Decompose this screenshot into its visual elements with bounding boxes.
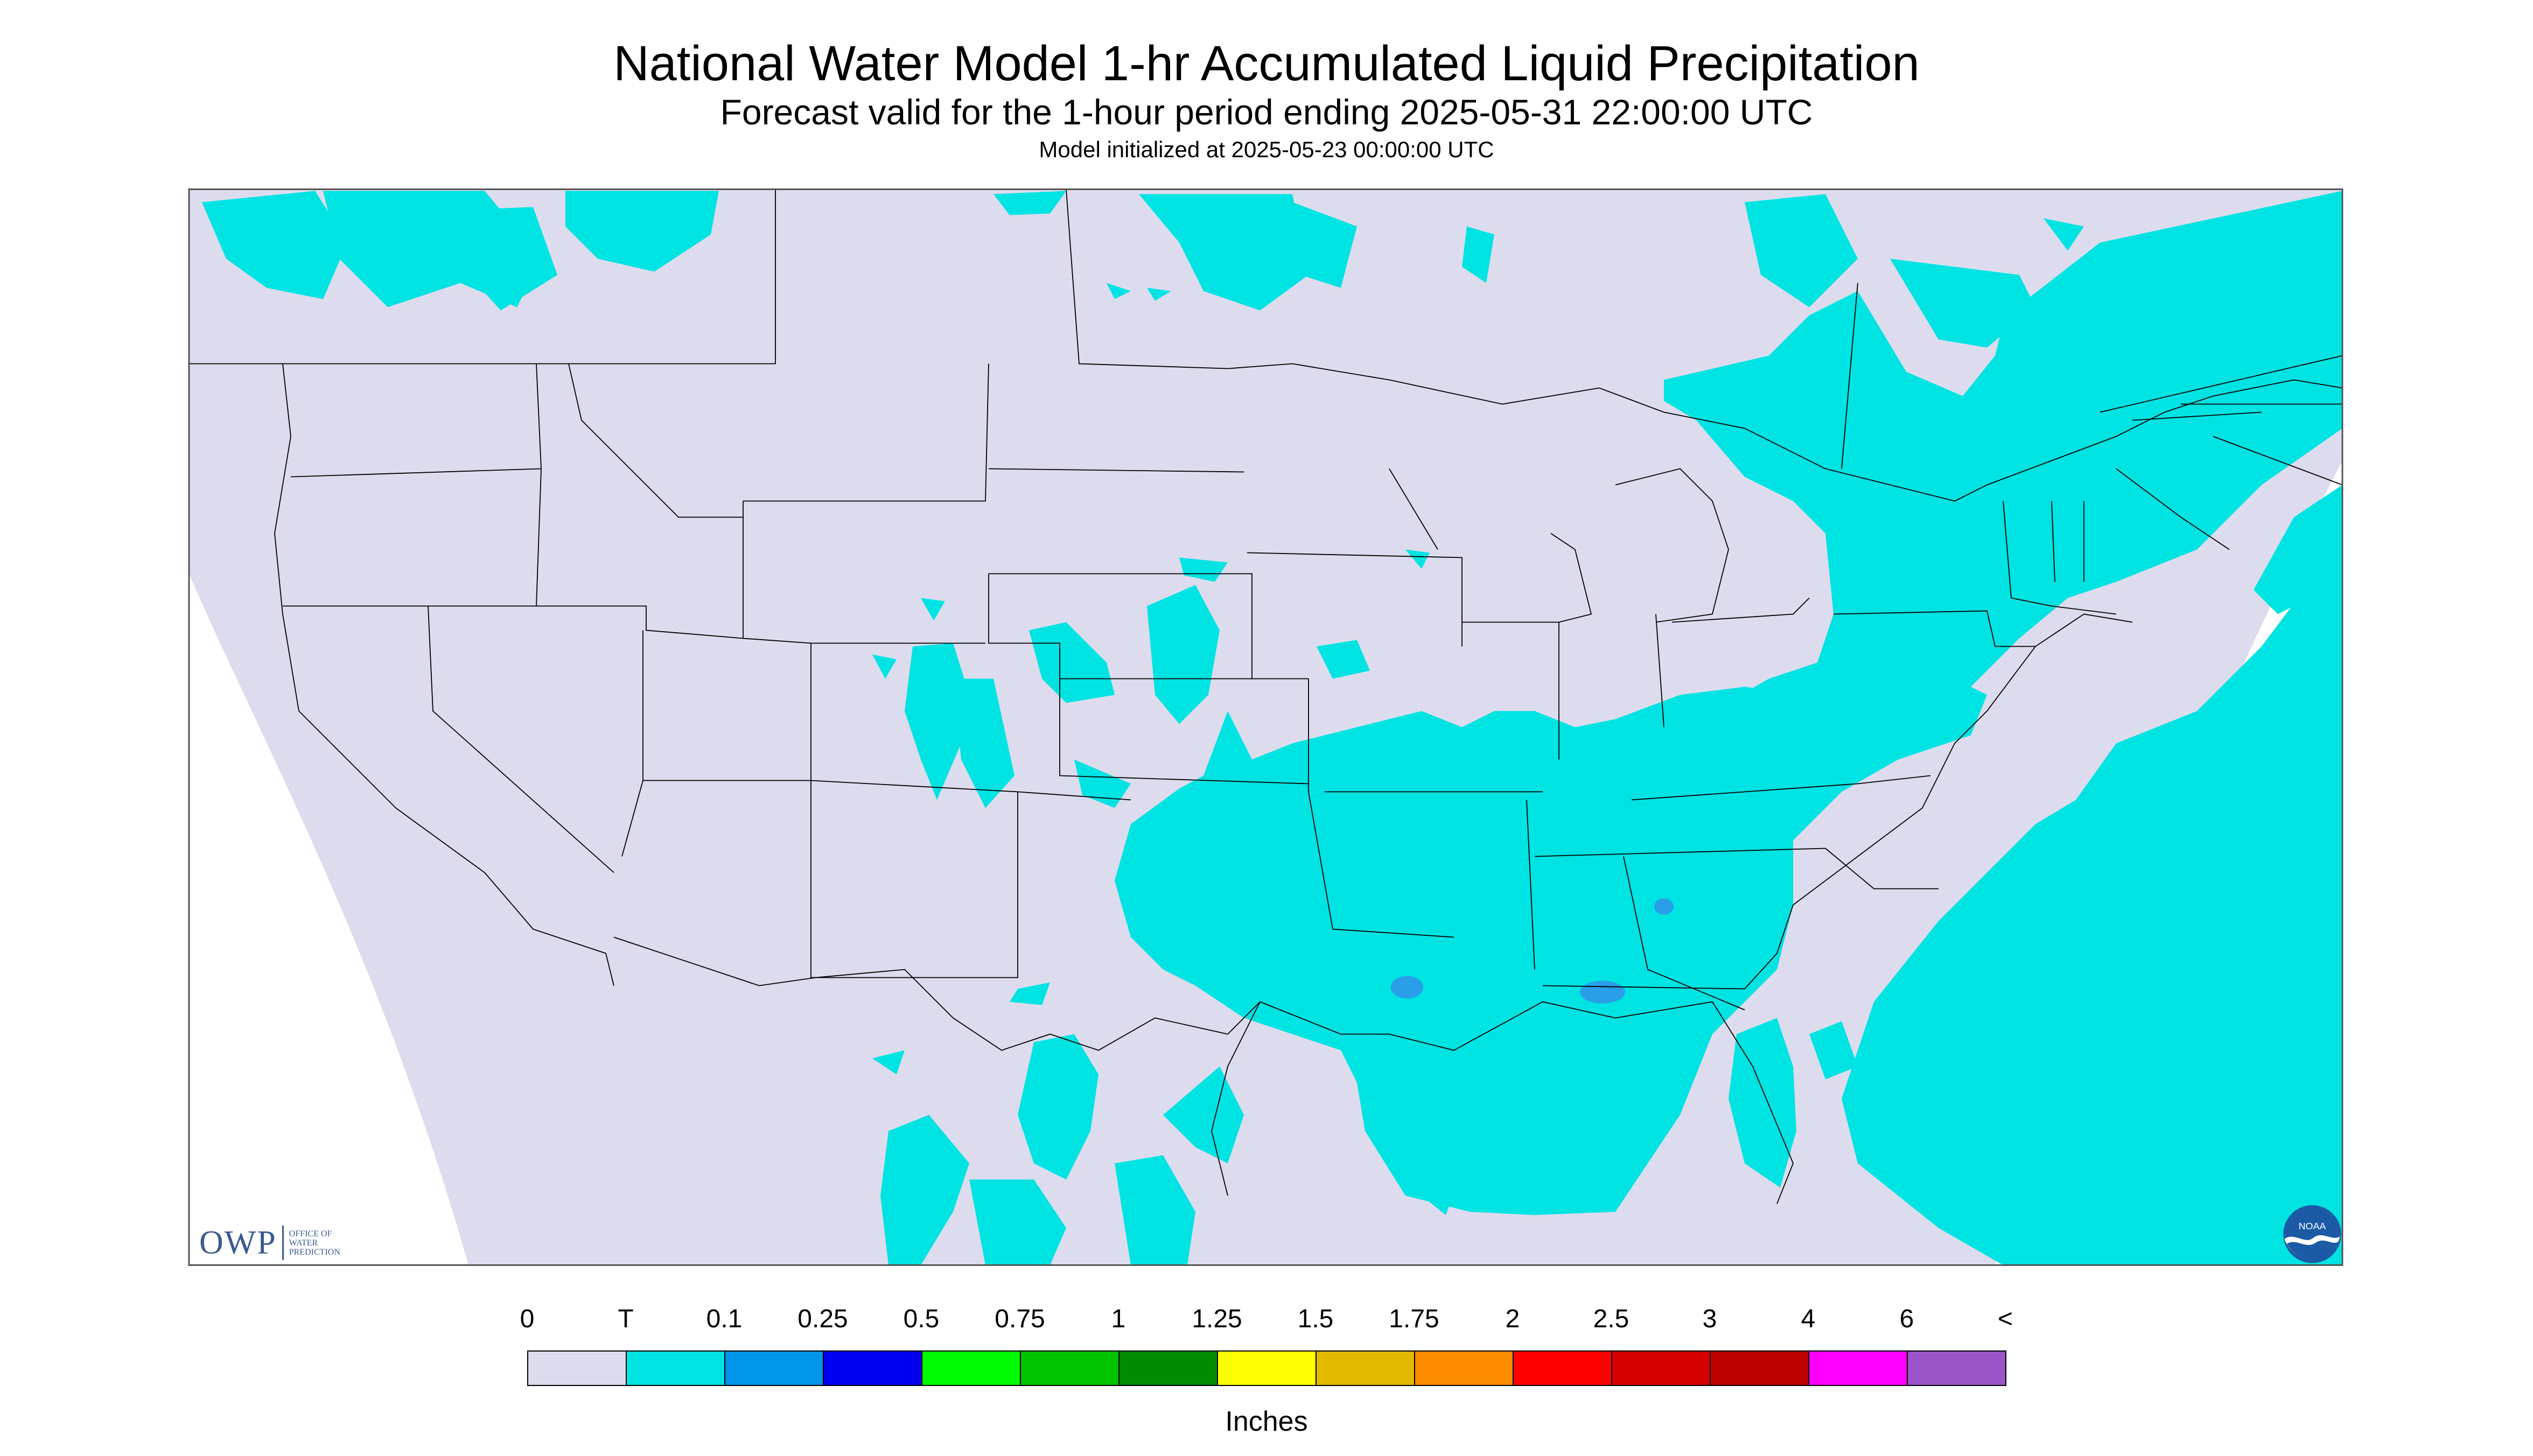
owp-logo: OWP OFFICE OF WATER PREDICTION	[199, 1221, 340, 1264]
trace-precip-areas	[202, 191, 2342, 1265]
colorbar-label: 0	[520, 1305, 535, 1333]
colorbar-swatch	[1907, 1350, 2006, 1386]
colorbar-swatch	[921, 1350, 1021, 1386]
map-subtitle: Forecast valid for the 1-hour period end…	[720, 92, 1813, 132]
colorbar-label: 0.75	[995, 1305, 1045, 1333]
colorbar-swatch	[1020, 1350, 1119, 1386]
colorbar-swatch	[1808, 1350, 1908, 1386]
map-frame	[188, 188, 2343, 1266]
colorbar-label: 4	[1801, 1305, 1816, 1333]
outside-domain-left	[189, 573, 468, 1265]
colorbar-swatch	[724, 1350, 824, 1386]
owp-logo-line: OFFICE OF	[289, 1229, 332, 1238]
colorbar-label: 2	[1505, 1305, 1520, 1333]
owp-logo-divider	[282, 1226, 284, 1260]
colorbar-label: 0.1	[706, 1305, 743, 1333]
colorbar-swatch	[1513, 1350, 1612, 1386]
colorbar-units: Inches	[1225, 1406, 1308, 1437]
owp-logo-line: WATER	[289, 1238, 318, 1248]
colorbar-label: 1.25	[1192, 1305, 1242, 1333]
colorbar-swatch	[823, 1350, 922, 1386]
colorbar-label: 0.5	[903, 1305, 940, 1333]
borders	[189, 189, 2343, 1204]
colorbar-swatch	[527, 1350, 627, 1386]
noaa-logo-text: NOAA	[2299, 1221, 2326, 1231]
owp-logo-line: PREDICTION	[289, 1247, 340, 1257]
owp-logo-letters: OWP	[199, 1224, 277, 1261]
colorbar-label: <	[1997, 1305, 2013, 1333]
colorbar-swatch	[1217, 1350, 1317, 1386]
colorbar-swatch	[1316, 1350, 1415, 1386]
colorbar-label: 1.5	[1297, 1305, 1334, 1333]
owp-logo-subtext: OFFICE OF WATER PREDICTION	[289, 1229, 340, 1257]
model-init-text: Model initialized at 2025-05-23 00:00:00…	[1039, 137, 1494, 162]
map-title: National Water Model 1-hr Accumulated Li…	[613, 36, 1920, 91]
colorbar-label: 0.25	[797, 1305, 848, 1333]
colorbar-label: 1.75	[1389, 1305, 1439, 1333]
colorbar-swatch	[1118, 1350, 1218, 1386]
noaa-logo-icon: NOAA	[2283, 1205, 2341, 1263]
colorbar-label: 3	[1702, 1305, 1717, 1333]
colorbar-swatch	[626, 1350, 725, 1386]
colorbar-swatch	[1710, 1350, 1809, 1386]
colorbar-label: 6	[1899, 1305, 1914, 1333]
colorbar-swatch	[1611, 1350, 1711, 1386]
colorbar-label: T	[618, 1305, 634, 1333]
colorbar-swatch	[1414, 1350, 1514, 1386]
colorbar-label: 1	[1111, 1305, 1126, 1333]
colorbar-label: 2.5	[1593, 1305, 1629, 1333]
